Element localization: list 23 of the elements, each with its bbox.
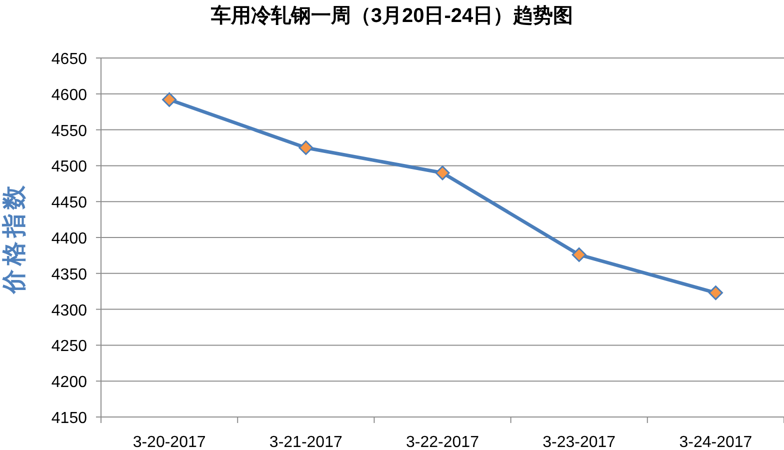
y-tick-label: 4250 [51, 338, 88, 356]
y-tick-label: 4650 [51, 51, 88, 68]
point [298, 140, 314, 155]
y-tick-label: 4300 [51, 302, 88, 320]
y-axis-title: 价格指数 [1, 182, 28, 294]
x-tick-label: 3-21-2017 [269, 434, 342, 450]
point [708, 286, 723, 300]
chart-title: 车用冷轧钢一周（3月20日-24日）趋势图 [210, 4, 574, 27]
point [162, 92, 177, 107]
x-tick-label: 3-20-2017 [132, 434, 206, 450]
y-tick-label: 4200 [51, 374, 88, 392]
y-tick-label: 4550 [51, 122, 88, 140]
y-tick-label: 4600 [51, 86, 88, 104]
point [435, 166, 450, 180]
y-tick-label: 4400 [51, 230, 88, 248]
x-tick-label: 3-23-2017 [542, 434, 616, 450]
point [572, 247, 586, 262]
x-tick-label: 3-22-2017 [406, 434, 480, 450]
y-tick-label: 4500 [51, 158, 88, 176]
y-tick-label: 4450 [51, 194, 88, 212]
y-tick-label: 4350 [51, 266, 88, 284]
x-tick-label: 3-24-2017 [679, 434, 752, 450]
y-tick-label: 4150 [51, 410, 88, 427]
